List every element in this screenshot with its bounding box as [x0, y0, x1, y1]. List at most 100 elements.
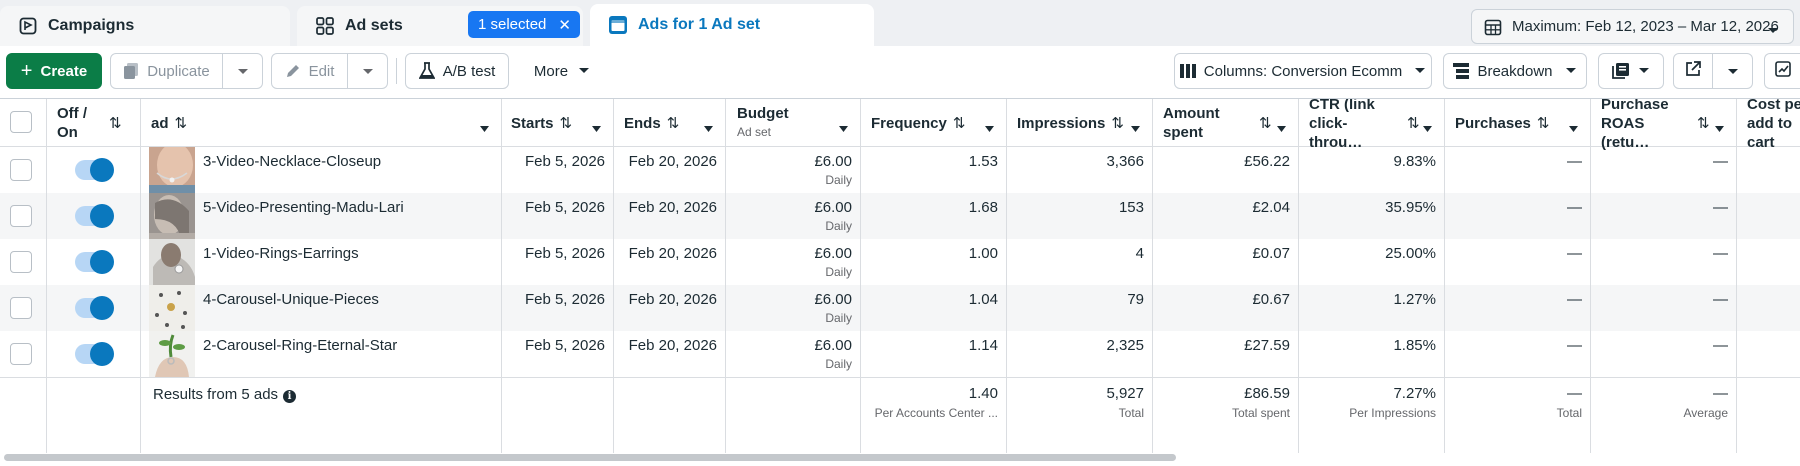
chevron-down-icon[interactable] — [704, 119, 713, 136]
budget-value: £6.00 — [814, 245, 852, 262]
date-range-label: Maximum: Feb 12, 2023 – Mar 12, 2026 — [1512, 18, 1779, 35]
chevron-down-icon[interactable] — [1715, 119, 1724, 136]
budget-cell[interactable]: £6.00 Daily — [725, 245, 852, 279]
tab-campaigns[interactable]: Campaigns — [0, 6, 290, 46]
sort-icon[interactable]: ⇅ — [1697, 115, 1710, 132]
budget-cell[interactable]: £6.00 Daily — [725, 199, 852, 233]
ad-toggle[interactable] — [75, 158, 114, 182]
ad-toggle[interactable] — [75, 250, 114, 274]
table-row[interactable] — [0, 193, 1800, 239]
toolbar: + Create Duplicate Edit A/B test More Co… — [0, 46, 1800, 98]
ad-thumbnail[interactable] — [149, 143, 195, 193]
sort-icon[interactable]: ⇅ — [952, 115, 966, 132]
amount-spent-cell: £56.22 — [1244, 153, 1290, 170]
info-icon[interactable]: i — [283, 390, 297, 403]
horizontal-scrollbar[interactable] — [4, 454, 1176, 461]
sort-icon[interactable]: ⇅ — [174, 115, 188, 132]
purchases-total-value: — — [1567, 385, 1582, 402]
chevron-down-icon[interactable] — [592, 119, 601, 136]
clear-selection-icon[interactable]: ✕ — [558, 16, 571, 34]
duplicate-dropdown[interactable] — [223, 53, 263, 89]
chevron-down-icon[interactable] — [480, 119, 489, 136]
more-button[interactable]: More — [520, 53, 604, 89]
chevron-down-icon[interactable] — [1277, 119, 1286, 136]
starts-cell: Feb 5, 2026 — [524, 245, 605, 262]
budget-cell[interactable]: £6.00 Daily — [725, 337, 852, 371]
row-checkbox[interactable] — [10, 205, 32, 227]
column-header-off-on[interactable]: Off / On ⇅ — [57, 99, 139, 147]
create-button[interactable]: + Create — [6, 53, 102, 89]
sort-icon[interactable]: ⇅ — [1111, 115, 1124, 132]
column-header-purchases[interactable]: Purchases ⇅ — [1455, 99, 1590, 147]
tab-ads[interactable]: Ads for 1 Ad set — [590, 4, 874, 46]
sort-icon[interactable]: ⇅ — [1407, 115, 1420, 132]
date-range-picker[interactable]: Maximum: Feb 12, 2023 – Mar 12, 2026 — [1471, 9, 1794, 44]
export-dropdown[interactable] — [1713, 53, 1753, 89]
ctr-cell: 1.27% — [1393, 291, 1436, 308]
ad-toggle[interactable] — [75, 204, 114, 228]
ad-thumbnail[interactable] — [149, 193, 195, 239]
ad-thumbnail[interactable] — [149, 285, 195, 331]
duplicate-button[interactable]: Duplicate — [110, 53, 223, 89]
ad-name[interactable]: 5-Video-Presenting-Madu-Lari — [203, 199, 404, 216]
chart-button[interactable] — [1764, 53, 1800, 89]
edit-dropdown[interactable] — [348, 53, 388, 89]
column-header-budget[interactable]: Budget Ad set — [737, 99, 860, 147]
ad-toggle[interactable] — [75, 296, 114, 320]
ad-name[interactable]: 4-Carousel-Unique-Pieces — [203, 291, 379, 308]
impressions-total-sub: Total — [1118, 406, 1144, 420]
sort-icon[interactable]: ⇅ — [1536, 115, 1550, 132]
chevron-down-icon[interactable] — [839, 119, 848, 136]
sort-icon[interactable]: ⇅ — [559, 115, 573, 132]
chevron-down-icon[interactable] — [985, 119, 994, 136]
columns-button[interactable]: Columns: Conversion Ecomm — [1174, 53, 1432, 89]
chevron-down-icon[interactable] — [1569, 119, 1578, 136]
breakdown-button[interactable]: Breakdown — [1443, 53, 1587, 89]
column-header-ends[interactable]: Ends ⇅ — [624, 99, 725, 147]
column-header-impressions[interactable]: Impressions ⇅ — [1017, 99, 1152, 147]
ad-thumbnail[interactable] — [149, 239, 195, 285]
column-header-label: Budget Ad set — [737, 104, 789, 142]
ad-thumbnail[interactable] — [149, 331, 195, 377]
sort-icon[interactable]: ⇅ — [1259, 115, 1272, 132]
sort-icon[interactable]: ⇅ — [109, 115, 122, 132]
row-checkbox[interactable] — [10, 251, 32, 273]
column-header-cost-per-add-to-cart[interactable]: Cost per add to cart — [1747, 99, 1800, 151]
edit-button[interactable]: Edit — [271, 53, 348, 89]
purchases-cell: — — [1567, 199, 1582, 216]
tab-campaigns-label: Campaigns — [48, 17, 135, 34]
column-header-starts[interactable]: Starts ⇅ — [511, 99, 613, 147]
row-checkbox[interactable] — [10, 343, 32, 365]
purchases-total: — Total — [1444, 385, 1582, 420]
ad-name[interactable]: 1-Video-Rings-Earrings — [203, 245, 359, 262]
budget-cell[interactable]: £6.00 Daily — [725, 153, 852, 187]
table-row[interactable] — [0, 285, 1800, 331]
row-checkbox[interactable] — [10, 297, 32, 319]
column-header-purchase-roas[interactable]: Purchase ROAS (retu… ⇅ — [1601, 99, 1736, 151]
column-header-ad[interactable]: ad ⇅ — [151, 99, 501, 147]
column-header-frequency[interactable]: Frequency ⇅ — [871, 99, 1006, 147]
chevron-down-icon — [362, 63, 374, 80]
column-header-amount-spent[interactable]: Amount spent ⇅ — [1163, 99, 1298, 147]
budget-type: Daily — [825, 311, 852, 325]
toggle-knob — [90, 296, 114, 320]
chevron-down-icon[interactable] — [1423, 119, 1432, 136]
reports-button[interactable] — [1598, 53, 1664, 89]
row-checkbox[interactable] — [10, 159, 32, 181]
budget-value: £6.00 — [814, 153, 852, 170]
impressions-cell: 2,325 — [1106, 337, 1144, 354]
export-button[interactable] — [1673, 53, 1713, 89]
column-header-ctr[interactable]: CTR (link click-throu… ⇅ — [1309, 99, 1444, 151]
sort-icon[interactable]: ⇅ — [666, 115, 680, 132]
amount-spent-cell: £2.04 — [1252, 199, 1290, 216]
ad-toggle[interactable] — [75, 342, 114, 366]
ab-test-button[interactable]: A/B test — [405, 53, 509, 89]
columns-icon — [1179, 64, 1196, 78]
selected-chip[interactable]: 1 selected ✕ — [468, 11, 580, 38]
budget-cell[interactable]: £6.00 Daily — [725, 291, 852, 325]
column-divider — [860, 99, 861, 453]
chevron-down-icon[interactable] — [1131, 119, 1140, 136]
ad-name[interactable]: 3-Video-Necklace-Closeup — [203, 153, 382, 170]
ad-name[interactable]: 2-Carousel-Ring-Eternal-Star — [203, 337, 398, 354]
select-all-checkbox[interactable] — [10, 111, 32, 133]
